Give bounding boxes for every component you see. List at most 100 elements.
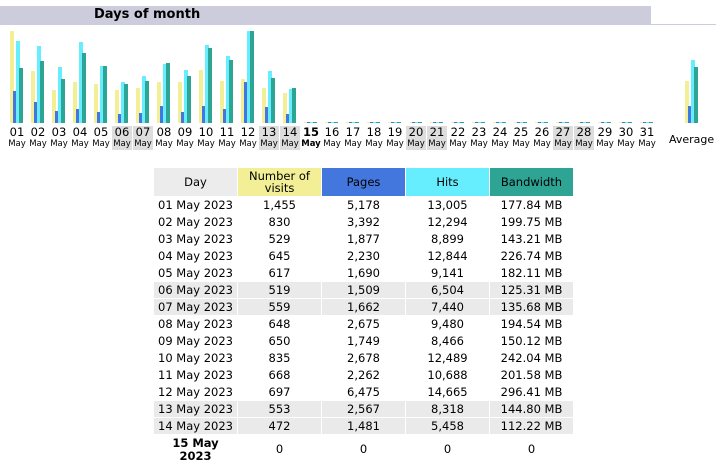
pages-bar <box>349 122 353 123</box>
day-month: May <box>29 139 47 149</box>
table-row: 02 May 2023 830 3,392 12,294 199.75 MB <box>154 214 573 230</box>
visits-bar <box>73 82 77 123</box>
pages-bar <box>475 122 479 123</box>
hits-bar <box>226 56 230 123</box>
day-month: May <box>113 139 131 149</box>
cell-visits: 519 <box>238 282 321 298</box>
bandwidth-bar <box>502 122 506 123</box>
day-label: 30 May <box>616 126 636 150</box>
visits-bar <box>94 84 98 123</box>
cell-bandwidth: 125.31 MB <box>490 282 573 298</box>
column-header-visits[interactable]: Number of visits <box>238 168 321 196</box>
hits-bar <box>79 42 83 123</box>
pages-bar <box>55 111 59 123</box>
hits-bar <box>205 45 209 123</box>
visits-bar <box>10 31 14 123</box>
cell-pages: 2,567 <box>322 401 405 417</box>
pages-bar <box>118 114 122 123</box>
hits-bar <box>583 122 587 123</box>
pages-bar <box>202 106 206 123</box>
cell-day: 12 May 2023 <box>158 385 233 399</box>
bandwidth-bar <box>565 122 569 123</box>
day-label: 20 May <box>406 126 426 150</box>
day-month: May <box>617 139 635 149</box>
cell-day: 14 May 2023 <box>154 418 237 434</box>
day-label: 27 May <box>553 126 573 150</box>
pages-bar <box>160 106 164 123</box>
cell-hits: 14,665 <box>427 385 468 399</box>
day-month: May <box>449 139 467 149</box>
pages-bar <box>496 122 500 123</box>
cell-pages: 6,475 <box>347 385 380 399</box>
pages-bar <box>97 112 101 123</box>
visits-bar <box>262 88 266 123</box>
bandwidth-bar <box>544 122 548 123</box>
column-header-bandwidth[interactable]: Bandwidth <box>490 168 573 196</box>
visits-bar <box>199 70 203 123</box>
bandwidth-bar <box>649 122 653 123</box>
cell-bandwidth: 177.84 MB <box>500 198 563 212</box>
day-number: 03 <box>51 125 67 139</box>
hits-bar <box>142 76 146 123</box>
day-month: May <box>176 139 194 149</box>
cell-visits: 650 <box>268 334 291 348</box>
pages-bar <box>139 113 143 123</box>
cell-bandwidth: 296.41 MB <box>500 385 563 399</box>
day-label: 03 May <box>49 126 69 150</box>
visits-bar <box>115 90 119 123</box>
day-number: 01 <box>9 125 25 139</box>
visits-bar <box>577 122 581 123</box>
bandwidth-bar <box>439 122 443 123</box>
hits-bar <box>58 67 62 123</box>
day-month: May <box>470 139 488 149</box>
day-label: 17 May <box>343 126 363 150</box>
visits-bar <box>493 122 497 123</box>
cell-hits: 8,899 <box>431 232 464 246</box>
visits-bar <box>535 122 539 123</box>
visits-bar <box>451 122 455 123</box>
pages-bar <box>622 122 626 123</box>
cell-bandwidth: 201.58 MB <box>500 368 563 382</box>
cell-hits: 6,504 <box>406 282 489 298</box>
day-number: 05 <box>93 125 109 139</box>
cell-visits: 559 <box>238 299 321 315</box>
pages-bar <box>328 122 332 123</box>
day-month: May <box>218 139 236 149</box>
day-label: 16 May <box>322 126 342 150</box>
table-header-row: Day Number of visits Pages Hits Bandwidt… <box>154 168 573 196</box>
cell-pages: 0 <box>359 442 368 456</box>
hits-bar <box>268 71 272 123</box>
cell-pages: 2,230 <box>347 249 380 263</box>
day-number: 10 <box>198 125 214 139</box>
column-header-day[interactable]: Day <box>154 168 237 196</box>
cell-pages: 2,262 <box>347 368 380 382</box>
day-number: 16 <box>324 125 340 139</box>
hits-bar <box>163 64 167 123</box>
pages-bar <box>286 114 290 123</box>
cell-hits: 8,466 <box>431 334 464 348</box>
bandwidth-bar <box>271 78 275 123</box>
pages-bar <box>580 122 584 123</box>
visits-bar <box>409 122 413 123</box>
day-number: 19 <box>387 125 403 139</box>
day-label: 18 May <box>364 126 384 150</box>
visits-bar <box>346 122 350 123</box>
cell-visits: 617 <box>268 266 291 280</box>
day-month: May <box>155 139 173 149</box>
column-header-hits[interactable]: Hits <box>406 168 489 196</box>
visits-bar <box>136 88 140 123</box>
cell-day: 04 May 2023 <box>158 249 233 263</box>
day-month: May <box>134 139 152 149</box>
visits-bar <box>220 81 224 123</box>
column-header-pages[interactable]: Pages <box>322 168 405 196</box>
day-month: May <box>197 139 215 149</box>
day-label: 08 May <box>154 126 174 150</box>
day-month: May <box>533 139 551 149</box>
bandwidth-bar <box>187 76 191 123</box>
days-of-month-table: Day Number of visits Pages Hits Bandwidt… <box>153 167 574 464</box>
hits-bar <box>415 122 419 123</box>
day-number: 04 <box>72 125 88 139</box>
pages-average-bar <box>688 106 692 123</box>
table-row: 13 May 2023 553 2,567 8,318 144.80 MB <box>154 401 573 417</box>
section-header: Days of month <box>0 6 651 24</box>
